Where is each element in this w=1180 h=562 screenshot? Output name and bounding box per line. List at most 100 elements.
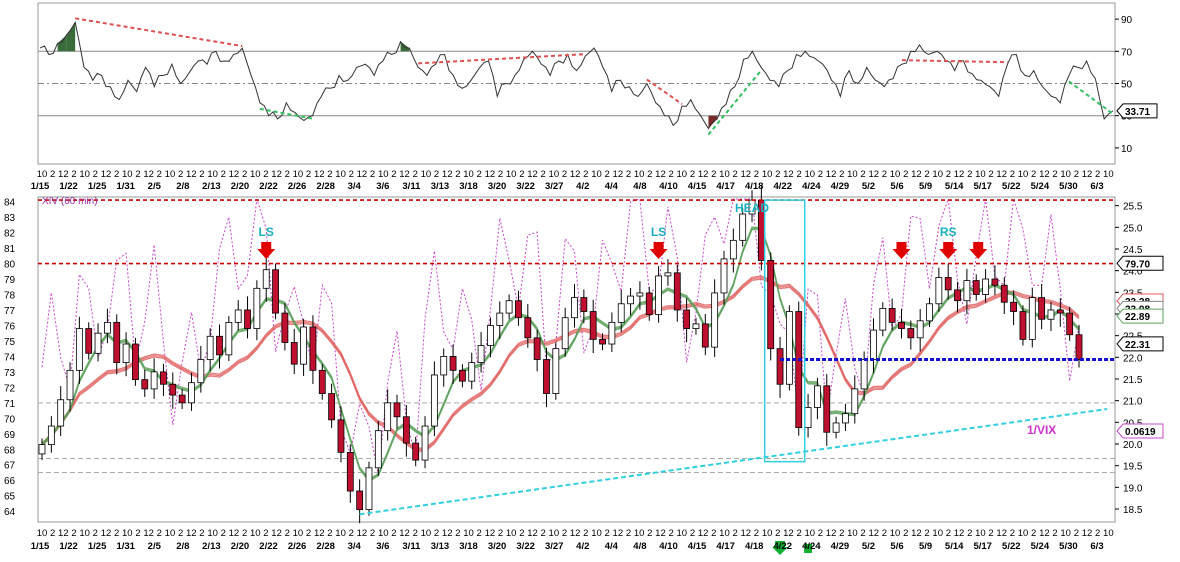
x-hour-label: 2 (93, 528, 98, 539)
x-hour-label: 2 (455, 528, 460, 539)
x-hour-label: 12 (740, 528, 751, 539)
x-hour-label: 2 (1074, 528, 1079, 539)
candle-body (449, 356, 457, 371)
x-hour-label: 2 (967, 528, 972, 539)
candle-body (963, 280, 971, 302)
x-hour-label: 2 (498, 528, 503, 539)
candle-body (776, 348, 784, 385)
x-date-label: 4/2 (576, 541, 589, 552)
x-date-label: 2/20 (231, 181, 250, 192)
candle-body (982, 278, 989, 295)
x-hour-label: 12 (783, 169, 794, 180)
overlay-label: 1/VIX (1027, 423, 1056, 437)
x-date-label: 3/20 (488, 181, 507, 192)
x-date-label: 4/8 (633, 181, 646, 192)
x-hour-label: 2 (668, 169, 673, 180)
x-hour-label: 2 (477, 169, 482, 180)
pattern-label: RS (940, 225, 957, 239)
x-hour-label: 10 (79, 169, 90, 180)
x-date-label: 4/22 (774, 541, 793, 552)
candle-body (197, 359, 205, 384)
x-hour-label: 10 (335, 528, 346, 539)
x-date-label: 4/8 (633, 541, 646, 552)
x-date-label: 2/8 (176, 541, 189, 552)
x-hour-label: 10 (634, 528, 645, 539)
candle-body (1000, 284, 1008, 303)
green-arrow-marker (772, 541, 789, 555)
x-hour-label: 12 (826, 528, 837, 539)
x-hour-label: 12 (442, 169, 453, 180)
x-hour-label: 2 (583, 528, 588, 539)
rising-trendline (359, 408, 1108, 516)
x-hour-label: 2 (413, 169, 418, 180)
x-hour-label: 12 (570, 169, 581, 180)
x-hour-label: 2 (605, 528, 610, 539)
candle-body (823, 385, 831, 433)
x-hour-label: 2 (647, 528, 652, 539)
x-hour-label: 12 (655, 528, 666, 539)
x-date-label: 6/3 (1090, 181, 1103, 192)
x-date-label: 5/24 (1031, 541, 1050, 552)
x-hour-label: 2 (711, 528, 716, 539)
x-date-label: 4/17 (716, 181, 735, 192)
left-axis-tick-label: 82 (4, 229, 16, 240)
x-hour-label: 2 (690, 169, 695, 180)
x-hour-label: 2 (370, 169, 375, 180)
candle-body (627, 295, 634, 305)
x-date-label: 2/28 (316, 181, 335, 192)
x-date-label: 4/22 (774, 181, 793, 192)
x-hour-label: 2 (221, 528, 226, 539)
x-hour-label: 12 (101, 169, 112, 180)
x-date-label: 5/2 (862, 181, 875, 192)
x-hour-label: 2 (71, 528, 76, 539)
x-hour-label: 10 (1103, 528, 1114, 539)
x-hour-label: 10 (293, 528, 304, 539)
candle-body (879, 308, 887, 331)
right-axis-tick-label: 22.0 (1123, 353, 1143, 364)
x-date-label: 1/22 (59, 181, 78, 192)
candle-body (38, 444, 46, 455)
pattern-label: LS (259, 225, 274, 239)
x-hour-label: 2 (647, 169, 652, 180)
x-hour-label: 12 (58, 169, 69, 180)
candle-body (272, 269, 279, 314)
x-hour-label: 10 (1060, 528, 1071, 539)
left-axis-tick-label: 72 (4, 383, 16, 394)
candle-body (300, 326, 307, 365)
x-hour-label: 10 (1103, 169, 1114, 180)
candle-body (374, 430, 382, 469)
head-box (763, 199, 806, 463)
candle-body (430, 374, 438, 427)
x-date-label: 4/17 (716, 541, 735, 552)
x-hour-label: 12 (357, 528, 368, 539)
x-hour-label: 2 (1095, 528, 1100, 539)
x-hour-label: 12 (186, 528, 197, 539)
x-date-label: 2/28 (316, 541, 335, 552)
oscillator-tick-label: 90 (1121, 15, 1133, 26)
x-hour-label: 12 (229, 528, 240, 539)
x-hour-label: 12 (399, 528, 410, 539)
x-date-label: 3/18 (459, 181, 478, 192)
x-hour-label: 2 (285, 169, 290, 180)
green-marker (804, 544, 813, 553)
x-hour-label: 10 (804, 169, 815, 180)
candle-body (234, 309, 242, 323)
candle-body (1047, 309, 1055, 320)
candle-body (739, 213, 747, 241)
candle-body (309, 326, 317, 371)
moving-average-slow (41, 275, 1080, 450)
x-hour-label: 10 (549, 528, 560, 539)
candle-body (552, 348, 560, 394)
x-hour-label: 12 (314, 528, 325, 539)
x-hour-label: 2 (178, 528, 183, 539)
x-hour-label: 2 (519, 169, 524, 180)
candle-body (814, 385, 821, 408)
candle-body (393, 402, 401, 418)
x-hour-label: 2 (967, 169, 972, 180)
x-hour-label: 10 (591, 169, 602, 180)
left-axis-tick-label: 74 (4, 352, 16, 363)
x-date-label: 2/22 (259, 541, 278, 552)
x-hour-label: 12 (527, 528, 538, 539)
